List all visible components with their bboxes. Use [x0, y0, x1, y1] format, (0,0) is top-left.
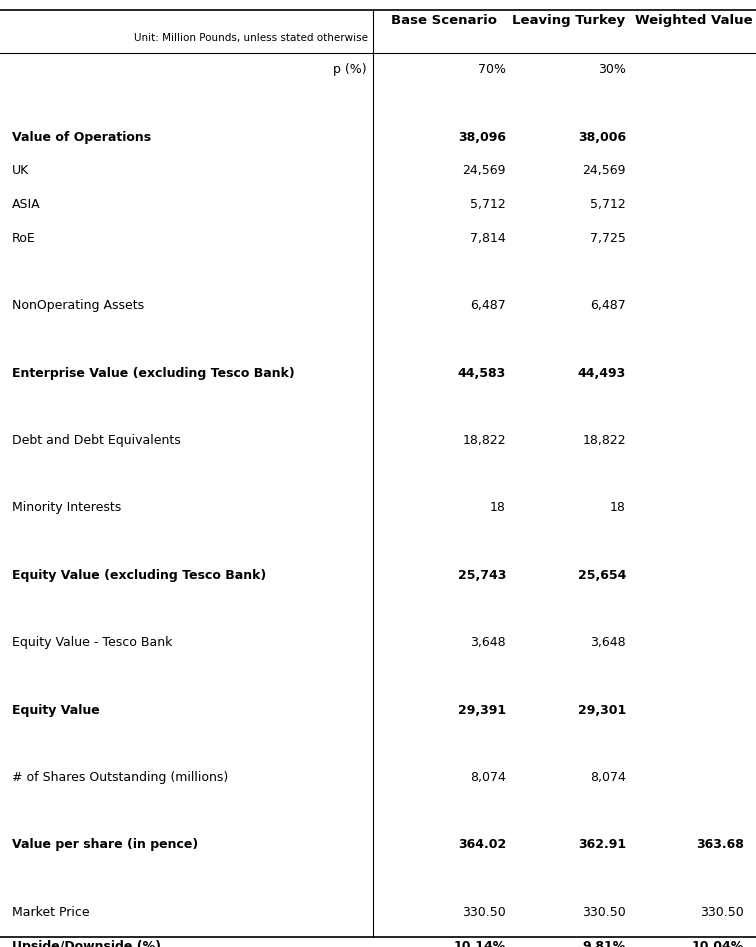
Text: 70%: 70% [478, 63, 506, 77]
Text: 9.81%: 9.81% [583, 939, 626, 947]
Text: Debt and Debt Equivalents: Debt and Debt Equivalents [12, 434, 181, 447]
Text: Value of Operations: Value of Operations [12, 131, 151, 144]
Text: 3,648: 3,648 [590, 636, 626, 650]
Text: Enterprise Value (excluding Tesco Bank): Enterprise Value (excluding Tesco Bank) [12, 366, 295, 380]
Text: 18: 18 [490, 502, 506, 514]
Text: ASIA: ASIA [12, 198, 41, 211]
Text: NonOperating Assets: NonOperating Assets [12, 299, 144, 313]
Text: 362.91: 362.91 [578, 838, 626, 851]
Text: 7,725: 7,725 [590, 232, 626, 245]
Text: 25,654: 25,654 [578, 569, 626, 581]
Text: 364.02: 364.02 [457, 838, 506, 851]
Text: 8,074: 8,074 [590, 771, 626, 784]
Text: Equity Value - Tesco Bank: Equity Value - Tesco Bank [12, 636, 172, 650]
Text: 38,096: 38,096 [458, 131, 506, 144]
Text: UK: UK [12, 165, 29, 177]
Text: 25,743: 25,743 [457, 569, 506, 581]
Text: 44,493: 44,493 [578, 366, 626, 380]
Text: 5,712: 5,712 [470, 198, 506, 211]
Text: 30%: 30% [598, 63, 626, 77]
Text: 3,648: 3,648 [470, 636, 506, 650]
Text: RoE: RoE [12, 232, 36, 245]
Text: 38,006: 38,006 [578, 131, 626, 144]
Text: Value per share (in pence): Value per share (in pence) [12, 838, 198, 851]
Text: Base Scenario: Base Scenario [391, 14, 497, 27]
Text: 29,391: 29,391 [458, 704, 506, 717]
Text: 330.50: 330.50 [582, 906, 626, 919]
Text: Leaving Turkey: Leaving Turkey [513, 14, 625, 27]
Text: 10.04%: 10.04% [692, 939, 744, 947]
Text: p (%): p (%) [333, 63, 367, 77]
Text: Upside/Downside (%): Upside/Downside (%) [12, 939, 161, 947]
Text: 363.68: 363.68 [696, 838, 744, 851]
Text: # of Shares Outstanding (millions): # of Shares Outstanding (millions) [12, 771, 228, 784]
Text: 18: 18 [610, 502, 626, 514]
Text: 29,301: 29,301 [578, 704, 626, 717]
Text: 18,822: 18,822 [463, 434, 506, 447]
Text: 24,569: 24,569 [583, 165, 626, 177]
Text: Unit: Million Pounds, unless stated otherwise: Unit: Million Pounds, unless stated othe… [134, 33, 368, 43]
Text: 10.14%: 10.14% [454, 939, 506, 947]
Text: 24,569: 24,569 [463, 165, 506, 177]
Text: 44,583: 44,583 [457, 366, 506, 380]
Text: Minority Interests: Minority Interests [12, 502, 121, 514]
Text: 5,712: 5,712 [590, 198, 626, 211]
Text: 18,822: 18,822 [582, 434, 626, 447]
Text: 8,074: 8,074 [470, 771, 506, 784]
Text: Market Price: Market Price [12, 906, 90, 919]
Text: 6,487: 6,487 [470, 299, 506, 313]
Text: 330.50: 330.50 [462, 906, 506, 919]
Text: 6,487: 6,487 [590, 299, 626, 313]
Text: Equity Value: Equity Value [12, 704, 100, 717]
Text: Weighted Value: Weighted Value [635, 14, 753, 27]
Text: Equity Value (excluding Tesco Bank): Equity Value (excluding Tesco Bank) [12, 569, 266, 581]
Text: 330.50: 330.50 [700, 906, 744, 919]
Text: 7,814: 7,814 [470, 232, 506, 245]
